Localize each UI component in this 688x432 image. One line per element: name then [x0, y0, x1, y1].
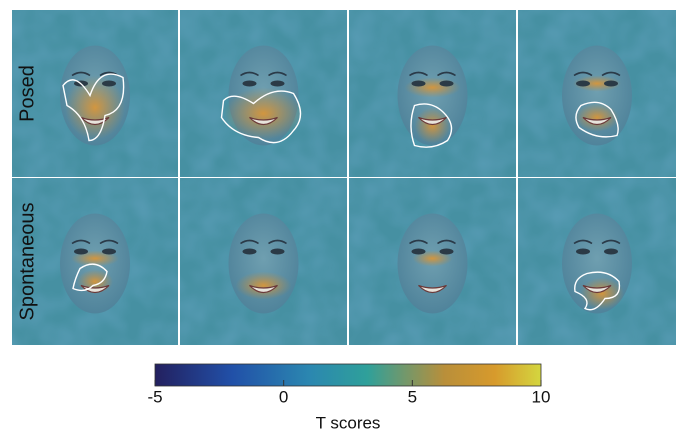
face-panel [349, 10, 516, 177]
eye [102, 81, 116, 87]
eye [412, 249, 426, 255]
eye [604, 249, 618, 255]
face-panel [180, 10, 347, 177]
row-label: Spontaneous [16, 203, 38, 321]
activation [415, 108, 451, 144]
tick-label: 10 [532, 387, 551, 406]
eye [412, 81, 426, 87]
eye [271, 81, 285, 87]
eye [74, 249, 88, 255]
face-panel [518, 10, 676, 177]
eye [576, 249, 590, 255]
eye [243, 81, 257, 87]
activation [405, 78, 461, 98]
face-panel [518, 178, 676, 345]
eye [271, 249, 285, 255]
eye [102, 249, 116, 255]
tick-label: 0 [279, 387, 288, 406]
row-label: Posed [16, 65, 38, 122]
colorbar-label: T scores [316, 413, 381, 432]
panels [12, 10, 676, 345]
face-panel [180, 178, 347, 345]
eye [576, 81, 590, 87]
eye [243, 249, 257, 255]
activation [575, 104, 619, 132]
activation [236, 272, 292, 300]
activation [224, 88, 304, 140]
colorbar [155, 364, 541, 386]
eye [440, 81, 454, 87]
figure: T scores Posed Spontaneous -5 0 5 10 [0, 0, 688, 432]
face-panel [349, 178, 516, 345]
tick-label: 5 [408, 387, 417, 406]
eye [440, 249, 454, 255]
tick-label: -5 [147, 387, 162, 406]
eye [604, 81, 618, 87]
